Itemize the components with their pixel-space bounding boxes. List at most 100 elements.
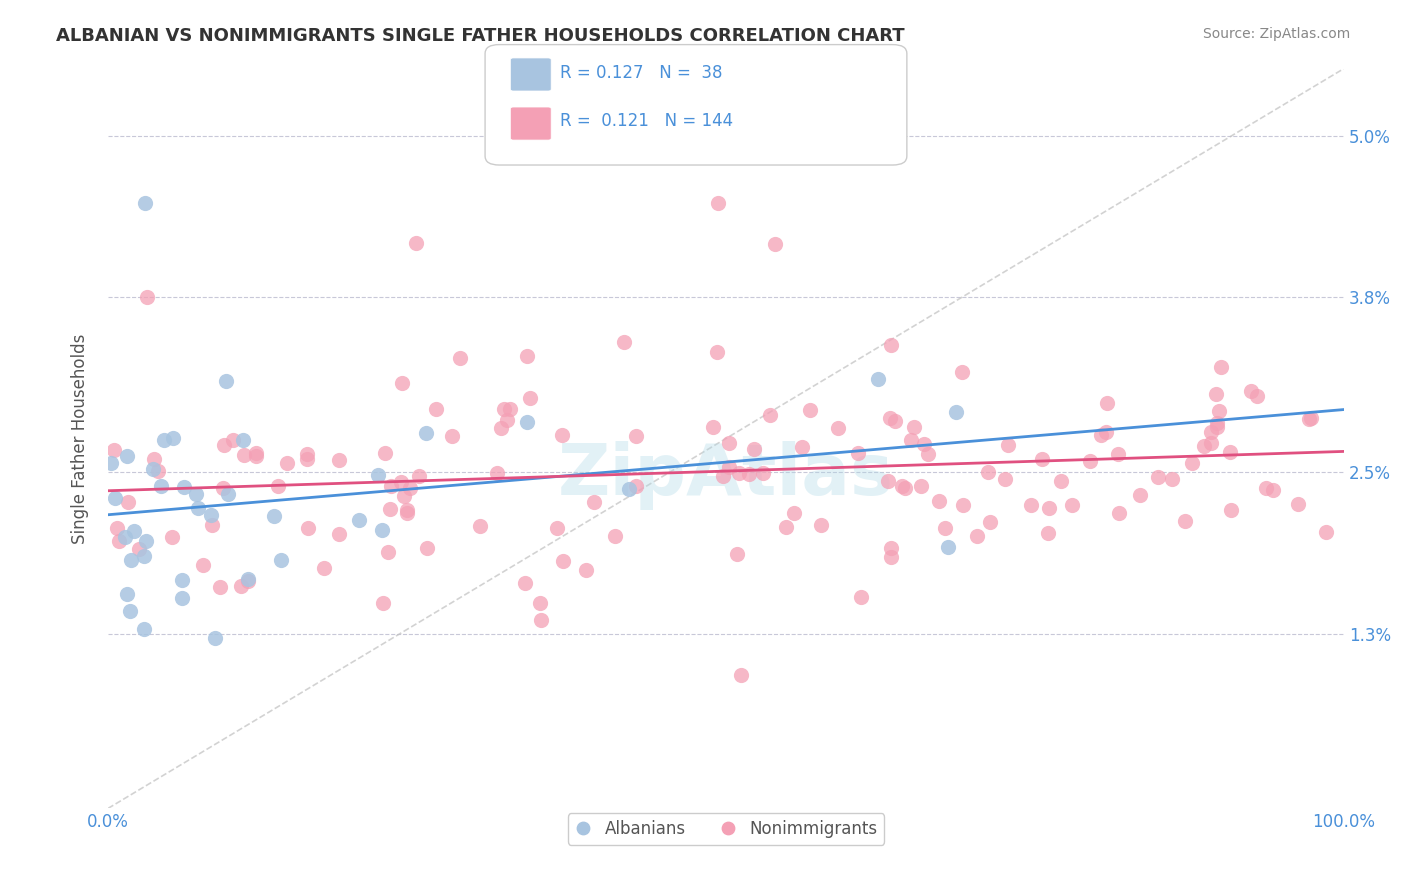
Point (200, 508, 222, 522)
Point (231, 579, 253, 593)
Point (742, 442, 765, 457)
Point (117, 495, 139, 509)
Point (105, 521, 128, 535)
Point (868, 372, 890, 386)
Point (551, 428, 574, 442)
Point (1095, 395, 1118, 409)
Point (117, 449, 139, 463)
Point (1129, 488, 1152, 502)
Point (890, 479, 912, 493)
Point (128, 542, 150, 557)
Point (415, 425, 437, 440)
Point (405, 236, 427, 251)
Point (1199, 436, 1222, 450)
Point (1206, 416, 1229, 430)
Point (489, 421, 512, 435)
Point (233, 448, 256, 462)
Point (172, 591, 194, 605)
Point (142, 462, 165, 476)
Point (851, 590, 873, 604)
Point (718, 460, 741, 475)
Point (738, 467, 761, 482)
Point (208, 580, 231, 594)
Point (117, 586, 139, 600)
Point (389, 475, 412, 490)
Point (380, 479, 402, 493)
Point (702, 420, 724, 434)
Point (515, 576, 537, 591)
Point (1031, 452, 1053, 467)
Text: ALBANIAN VS NONIMMIGRANTS SINGLE FATHER HOUSEHOLDS CORRELATION CHART: ALBANIAN VS NONIMMIGRANTS SINGLE FATHER … (56, 27, 905, 45)
Point (827, 421, 849, 435)
Point (928, 493, 950, 508)
Point (120, 552, 142, 566)
Point (516, 415, 538, 429)
Point (374, 446, 396, 460)
Text: Source: ZipAtlas.com: Source: ZipAtlas.com (1202, 27, 1350, 41)
Point (879, 411, 901, 425)
Point (270, 552, 292, 566)
Point (108, 533, 131, 548)
Point (297, 451, 319, 466)
Point (910, 478, 932, 492)
Point (1146, 470, 1168, 484)
Point (114, 531, 136, 545)
Point (936, 540, 959, 554)
Point (184, 487, 207, 501)
Point (900, 433, 922, 447)
Point (799, 402, 821, 417)
Point (718, 435, 741, 450)
Point (135, 290, 157, 304)
Point (187, 501, 209, 516)
Point (212, 482, 235, 496)
Point (236, 572, 259, 586)
Point (706, 345, 728, 359)
Point (711, 469, 734, 483)
Point (879, 541, 901, 556)
Point (846, 446, 869, 460)
Point (204, 632, 226, 646)
Point (150, 479, 173, 493)
Point (222, 434, 245, 448)
Point (496, 413, 519, 427)
Point (135, 534, 157, 549)
Point (1299, 411, 1322, 425)
Point (551, 553, 574, 567)
Point (276, 456, 298, 470)
Point (626, 479, 648, 493)
Point (894, 481, 917, 495)
Point (1038, 500, 1060, 515)
Point (1199, 425, 1222, 439)
Point (142, 452, 165, 467)
Point (1181, 456, 1204, 470)
Point (1240, 384, 1263, 399)
Point (103, 442, 125, 457)
Point (494, 402, 516, 417)
Point (1174, 514, 1197, 528)
Point (613, 334, 636, 349)
Point (880, 549, 903, 564)
Point (263, 508, 285, 523)
Point (810, 518, 832, 533)
Point (1246, 389, 1268, 403)
Point (529, 596, 551, 610)
Point (449, 351, 471, 365)
Point (328, 453, 350, 467)
Point (132, 622, 155, 636)
Point (295, 447, 318, 461)
Point (416, 541, 439, 555)
Point (499, 401, 522, 416)
Point (217, 487, 239, 501)
Point (245, 445, 267, 459)
Point (1205, 387, 1227, 401)
Point (212, 438, 235, 452)
Point (730, 667, 752, 681)
Point (1050, 475, 1073, 489)
Point (1298, 411, 1320, 425)
Point (1108, 506, 1130, 520)
Point (148, 463, 170, 477)
Point (173, 479, 195, 493)
Point (191, 558, 214, 573)
Point (917, 447, 939, 461)
Point (624, 429, 647, 443)
